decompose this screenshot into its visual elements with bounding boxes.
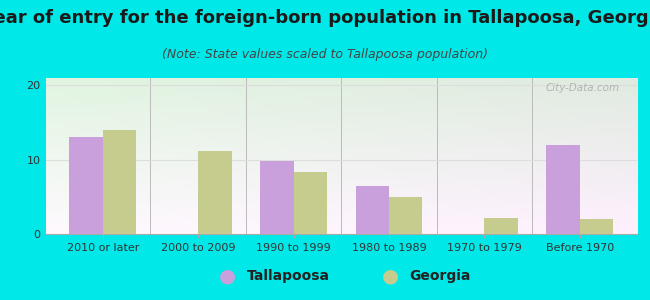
Bar (580, 219, 613, 234)
Bar (260, 161, 294, 234)
Text: (Note: State values scaled to Tallapoosa population): (Note: State values scaled to Tallapoosa… (162, 48, 488, 61)
Bar (198, 151, 231, 234)
Bar (70, 137, 103, 234)
Text: Year of entry for the foreign-born population in Tallapoosa, Georgia: Year of entry for the foreign-born popul… (0, 9, 650, 27)
Text: City-Data.com: City-Data.com (545, 83, 619, 93)
Text: ●: ● (382, 266, 398, 286)
Bar (547, 145, 580, 234)
Bar (103, 130, 136, 234)
Text: Georgia: Georgia (410, 269, 471, 283)
Text: ●: ● (219, 266, 236, 286)
Bar (356, 186, 389, 234)
Bar (389, 197, 422, 234)
Bar (294, 172, 327, 234)
Bar (484, 218, 518, 234)
Text: Tallapoosa: Tallapoosa (247, 269, 330, 283)
